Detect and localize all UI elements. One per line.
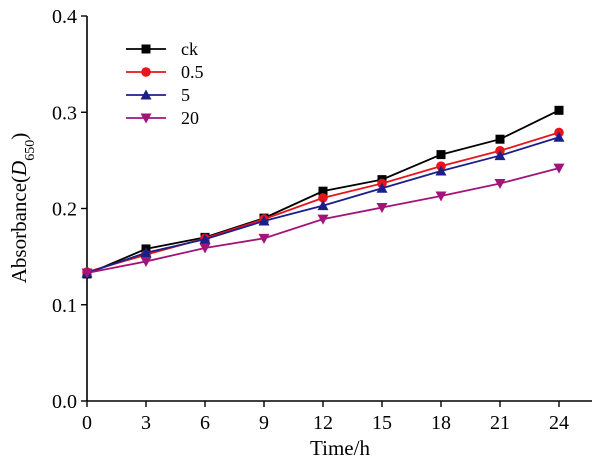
x-tick-label: 24 [549,412,569,434]
legend-marker [140,89,152,100]
y-axis-label-close: ) [7,133,31,140]
data-point [553,163,565,174]
y-axis-label: Absorbance(D650) [7,133,38,283]
data-point [258,215,270,226]
axes [86,16,592,402]
y-tick-label: 0.0 [52,391,77,413]
data-point [81,268,93,279]
x-axis-label: Time/h [310,436,370,460]
legend-item: 5 [126,85,190,105]
legend-label: 20 [181,108,199,128]
legend-item: 0.5 [126,62,204,82]
legend-item: 20 [126,108,199,128]
y-tick-label: 0.4 [52,6,77,28]
data-point [495,134,505,144]
data-point [140,247,152,258]
series [81,105,565,279]
ticks: 0 3 6 9 12 15 18 21 24 0.0 0.1 0.2 0.3 0.4 [52,6,569,434]
legend: ck 0.5 5 20 [126,39,204,128]
data-point [435,165,447,176]
x-tick-label: 3 [141,412,151,434]
y-axis-label-sub: 650 [23,140,38,161]
x-tick-label: 18 [431,412,451,434]
data-point [376,182,388,193]
data-point [494,150,506,161]
data-point [317,214,329,225]
y-tick-label: 0.1 [52,295,77,317]
x-tick-label: 0 [82,412,92,434]
data-point [494,178,506,189]
data-point [318,193,328,203]
data-point [376,203,388,214]
data-point [318,186,328,196]
legend-label: 0.5 [181,62,204,82]
series-5 [81,131,565,278]
x-tick-label: 21 [490,412,510,434]
legend-label: 5 [181,85,190,105]
y-axis-label-var: D [7,161,31,177]
legend-marker [141,67,151,77]
x-tick-label: 12 [313,412,333,434]
legend-item: ck [126,39,198,59]
data-point [435,191,447,202]
legend-marker [140,113,152,124]
data-point [553,131,565,142]
data-point [199,233,211,244]
data-point [436,150,446,160]
x-tick-label: 9 [259,412,269,434]
series-20 [81,163,565,279]
x-tick-label: 6 [200,412,210,434]
data-point [317,200,329,211]
y-axis-label-main: Absorbance( [7,176,31,283]
y-tick-label: 0.3 [52,102,77,124]
y-tick-label: 0.2 [52,199,77,221]
data-point [199,243,211,254]
legend-marker [141,44,151,54]
data-point [258,233,270,244]
x-tick-label: 15 [372,412,392,434]
data-point [554,105,564,115]
data-point [140,256,152,267]
legend-label: ck [181,39,198,59]
